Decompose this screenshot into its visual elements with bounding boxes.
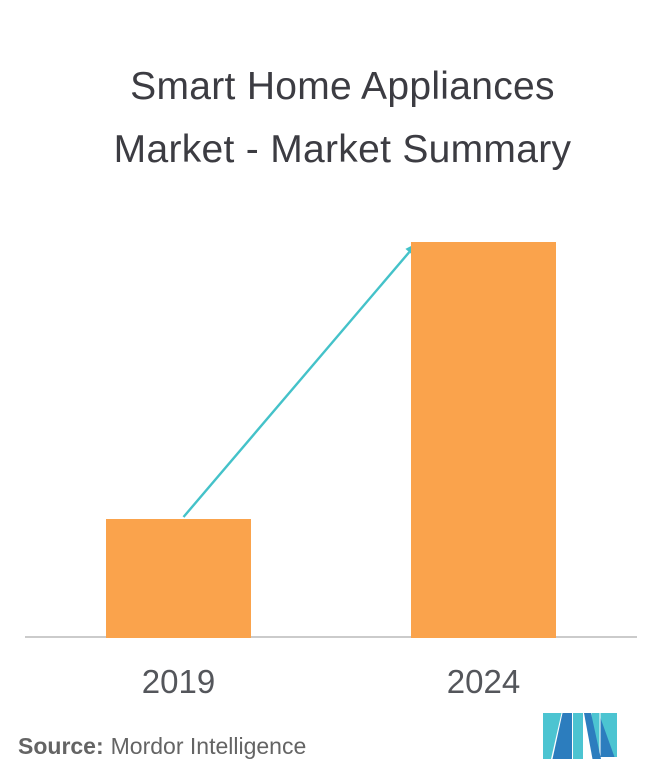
chart-title: Smart Home Appliances Market - Market Su… <box>0 55 659 181</box>
bar-2019 <box>106 519 251 638</box>
source-label: Source: <box>18 733 104 759</box>
growth-arrow-line <box>182 251 411 518</box>
x-tick-2024: 2024 <box>446 663 521 700</box>
x-tick-2019: 2019 <box>141 663 216 700</box>
source-note: Source: Mordor Intelligence <box>18 733 306 760</box>
chart-title-line1: Smart Home Appliances <box>130 65 555 108</box>
chart-title-line2: Market - Market Summary <box>113 128 572 171</box>
source-name: Mordor Intelligence <box>110 733 307 759</box>
mordor-intelligence-logo-icon <box>543 713 617 759</box>
bar-2024 <box>411 242 556 638</box>
x-axis-line <box>25 636 637 638</box>
